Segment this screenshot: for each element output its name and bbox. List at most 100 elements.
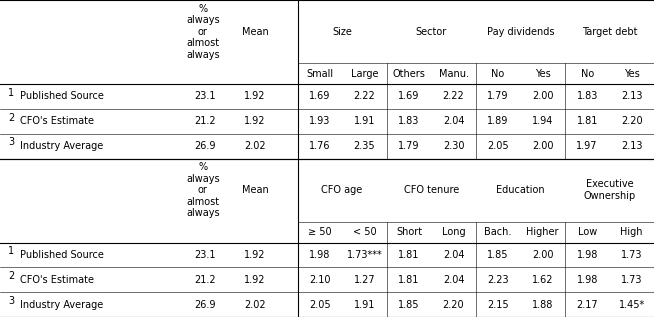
Text: %
always
or
almost
always: % always or almost always (186, 3, 220, 60)
Text: 2.04: 2.04 (443, 116, 464, 126)
Text: 21.2: 21.2 (194, 275, 216, 285)
Text: Executive
Ownership: Executive Ownership (583, 179, 636, 201)
Text: 2.04: 2.04 (443, 250, 464, 260)
Text: CFO tenure: CFO tenure (404, 185, 459, 195)
Text: 2.00: 2.00 (532, 250, 553, 260)
Text: 2.17: 2.17 (576, 300, 598, 310)
Text: Industry Average: Industry Average (20, 141, 103, 151)
Text: 2.05: 2.05 (487, 141, 509, 151)
Text: 1.98: 1.98 (309, 250, 330, 260)
Text: ≥ 50: ≥ 50 (308, 227, 332, 237)
Text: 2.13: 2.13 (621, 141, 642, 151)
Text: Manu.: Manu. (439, 69, 468, 79)
Text: 2.04: 2.04 (443, 275, 464, 285)
Text: 1.89: 1.89 (487, 116, 509, 126)
Text: Mean: Mean (242, 185, 268, 195)
Text: 1.97: 1.97 (576, 141, 598, 151)
Text: 2.30: 2.30 (443, 141, 464, 151)
Text: 1.93: 1.93 (309, 116, 330, 126)
Text: 1.85: 1.85 (487, 250, 509, 260)
Text: 2.02: 2.02 (244, 141, 266, 151)
Text: 2.35: 2.35 (354, 141, 375, 151)
Text: 1.27: 1.27 (354, 275, 375, 285)
Text: 1.81: 1.81 (398, 275, 420, 285)
Text: 1.92: 1.92 (245, 116, 266, 126)
Text: Bach.: Bach. (485, 227, 511, 237)
Text: CFO age: CFO age (322, 185, 363, 195)
Text: 2.10: 2.10 (309, 275, 330, 285)
Text: Mean: Mean (242, 27, 268, 37)
Text: 1.79: 1.79 (398, 141, 420, 151)
Text: 2.15: 2.15 (487, 300, 509, 310)
Text: 1: 1 (8, 88, 14, 98)
Text: 1.92: 1.92 (245, 275, 266, 285)
Text: 1.94: 1.94 (532, 116, 553, 126)
Text: 2.23: 2.23 (487, 275, 509, 285)
Text: 1.98: 1.98 (576, 275, 598, 285)
Text: Yes: Yes (535, 69, 551, 79)
Text: 1: 1 (8, 246, 14, 256)
Text: 2.02: 2.02 (244, 300, 266, 310)
Text: Low: Low (577, 227, 597, 237)
Text: 3: 3 (8, 296, 14, 306)
Text: 2: 2 (8, 271, 14, 281)
Text: 1.76: 1.76 (309, 141, 330, 151)
Text: Pay dividends: Pay dividends (487, 27, 554, 37)
Text: Education: Education (496, 185, 545, 195)
Text: Industry Average: Industry Average (20, 300, 103, 310)
Text: %
always
or
almost
always: % always or almost always (186, 162, 220, 218)
Text: 1.62: 1.62 (532, 275, 553, 285)
Text: Others: Others (392, 69, 425, 79)
Text: 1.85: 1.85 (398, 300, 420, 310)
Text: 1.88: 1.88 (532, 300, 553, 310)
Text: 1.83: 1.83 (576, 91, 598, 101)
Text: 2.22: 2.22 (354, 91, 375, 101)
Text: CFO's Estimate: CFO's Estimate (20, 275, 94, 285)
Text: High: High (621, 227, 643, 237)
Text: 26.9: 26.9 (194, 141, 216, 151)
Text: Long: Long (441, 227, 465, 237)
Text: 21.2: 21.2 (194, 116, 216, 126)
Text: < 50: < 50 (353, 227, 376, 237)
Text: 1.91: 1.91 (354, 300, 375, 310)
Text: 1.81: 1.81 (576, 116, 598, 126)
Text: 1.73: 1.73 (621, 250, 642, 260)
Text: 1.45*: 1.45* (619, 300, 645, 310)
Text: 2: 2 (8, 113, 14, 123)
Text: 1.83: 1.83 (398, 116, 420, 126)
Text: 1.69: 1.69 (309, 91, 330, 101)
Text: 2.00: 2.00 (532, 141, 553, 151)
Text: 1.73: 1.73 (621, 275, 642, 285)
Text: Large: Large (351, 69, 378, 79)
Text: 2.20: 2.20 (621, 116, 642, 126)
Text: CFO's Estimate: CFO's Estimate (20, 116, 94, 126)
Text: Yes: Yes (624, 69, 640, 79)
Text: Higher: Higher (526, 227, 559, 237)
Text: 23.1: 23.1 (194, 250, 216, 260)
Text: No: No (491, 69, 505, 79)
Text: 2.05: 2.05 (309, 300, 331, 310)
Text: 1.69: 1.69 (398, 91, 420, 101)
Text: 1.98: 1.98 (576, 250, 598, 260)
Text: 1.92: 1.92 (245, 91, 266, 101)
Text: 2.22: 2.22 (443, 91, 464, 101)
Text: Target debt: Target debt (581, 27, 637, 37)
Text: 26.9: 26.9 (194, 300, 216, 310)
Text: 1.79: 1.79 (487, 91, 509, 101)
Text: Small: Small (306, 69, 334, 79)
Text: 2.00: 2.00 (532, 91, 553, 101)
Text: 1.92: 1.92 (245, 250, 266, 260)
Text: Published Source: Published Source (20, 250, 103, 260)
Text: Published Source: Published Source (20, 91, 103, 101)
Text: 2.20: 2.20 (443, 300, 464, 310)
Text: 3: 3 (8, 137, 14, 147)
Text: 1.73***: 1.73*** (347, 250, 383, 260)
Text: Sector: Sector (415, 27, 447, 37)
Text: 1.81: 1.81 (398, 250, 420, 260)
Text: 1.91: 1.91 (354, 116, 375, 126)
Text: No: No (581, 69, 594, 79)
Text: Size: Size (332, 27, 352, 37)
Text: 2.13: 2.13 (621, 91, 642, 101)
Text: Short: Short (396, 227, 422, 237)
Text: 23.1: 23.1 (194, 91, 216, 101)
